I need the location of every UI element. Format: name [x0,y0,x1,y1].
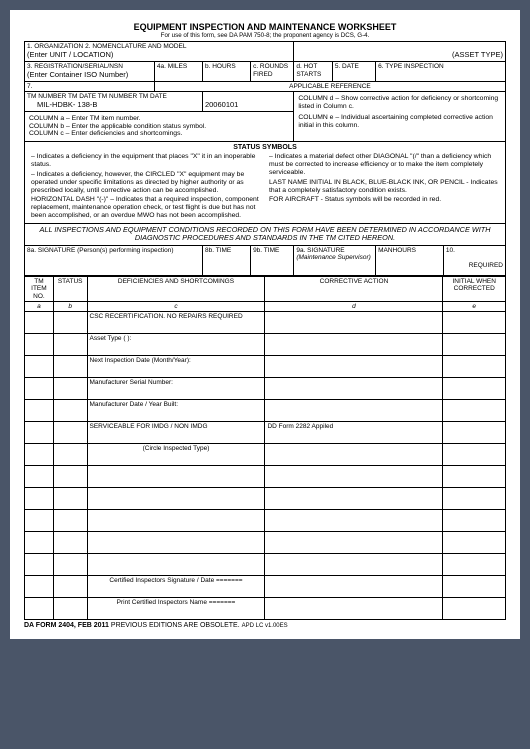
cell-7: 7. [25,81,155,91]
form-subtitle: For use of this form, see DA PAM 750-8; … [24,32,506,39]
cell-appref: APPLICABLE REFERENCE [154,81,505,91]
cell-8b: 8b. TIME [202,245,250,275]
form-title: EQUIPMENT INSPECTION AND MAINTENANCE WOR… [24,22,506,32]
accordance-note: ALL INSPECTIONS AND EQUIPMENT CONDITIONS… [25,223,506,245]
cell-miles: 4a. MILES [154,62,202,82]
main-table: TM ITEM NO. STATUS DEFICIENCIES AND SHOR… [24,276,506,621]
footer: DA FORM 2404, FEB 2011 PREVIOUS EDITIONS… [24,622,506,630]
cell-columns-right: COLUMN d – Show corrective action for de… [294,92,506,142]
status-symbols-cell: STATUS SYMBOLS – Indicates a deficiency … [25,142,506,224]
org-value: (Enter UNIT / LOCATION) [27,50,113,59]
th-def: DEFICIENCIES AND SHORTCOMINGS [87,276,265,301]
th-init: INITIAL WHEN CORRECTED [443,276,506,301]
th-status: STATUS [53,276,87,301]
cell-columns-left: COLUMN a – Enter TM item number. COLUMN … [25,111,294,141]
cell-hot: d. HOT STARTS [294,62,332,82]
table-row: Manufacturer Serial Number: [25,378,506,400]
cell-reg: 3. REGISTRATION/SERIAL/NSN (Enter Contai… [25,62,155,82]
cell-hours: b. HOURS [202,62,250,82]
table-row: CSC RECERTIFICATION. NO REPAIRS REQUIRED [25,312,506,334]
cell-org: 1. ORGANIZATION 2. NOMENCLATURE AND MODE… [25,42,294,62]
cell-date: 5. DATE [332,62,375,82]
table-row: Certified Inspectors Signature / Date ==… [25,576,506,598]
table-row: Print Certified Inspectors Name ======= [25,598,506,620]
table-row [25,554,506,576]
table-row [25,488,506,510]
cell-type-insp: 6. TYPE INSPECTION [376,62,506,82]
table-row: (Circle Inspected Type) [25,444,506,466]
cell-manhours: MANHOURS [376,245,444,275]
table-row: SERVICEABLE FOR IMDG / NON IMDGDD Form 2… [25,422,506,444]
cell-8a: 8a. SIGNATURE (Person(s) performing insp… [25,245,203,275]
cell-9a: 9a. SIGNATURE (Maintenance Supervisor) [294,245,376,275]
cell-9b: 9b. TIME [251,245,294,275]
cell-rounds: c. ROUNDS FIRED [251,62,294,82]
table-row: Manufacturer Date / Year Built: [25,400,506,422]
cell-asset-type: (ASSET TYPE) [294,42,506,62]
cell-tm-date: 20060101 [202,92,293,112]
table-row: Asset Type ( ): [25,334,506,356]
header-table: 1. ORGANIZATION 2. NOMENCLATURE AND MODE… [24,41,506,275]
th-tm: TM ITEM NO. [25,276,54,301]
th-corr: CORRECTIVE ACTION [265,276,443,301]
table-row: Next Inspection Date (Month/Year): [25,356,506,378]
cell-10: 10. REQUIRED [443,245,505,275]
form-page: EQUIPMENT INSPECTION AND MAINTENANCE WOR… [10,10,520,639]
table-row [25,510,506,532]
table-row [25,466,506,488]
table-row [25,532,506,554]
cell-tm-left: TM NUMBER TM DATE TM NUMBER TM DATE MIL-… [25,92,203,112]
